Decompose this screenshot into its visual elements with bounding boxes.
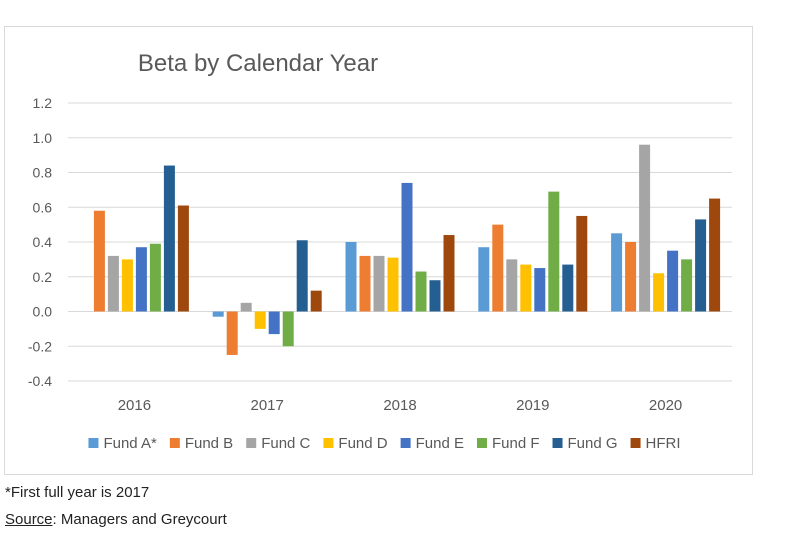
bars xyxy=(93,144,721,355)
legend-label: Fund E xyxy=(416,435,464,452)
bar-fund-e-2018 xyxy=(401,182,413,312)
bar-fund-e-2017 xyxy=(268,311,280,335)
source-text: : Managers and Greycourt xyxy=(52,511,227,528)
legend-swatch xyxy=(630,438,641,448)
bar-hfri-2018 xyxy=(443,235,455,312)
bar-fund-a-2017 xyxy=(212,311,224,317)
x-tick-label: 2019 xyxy=(516,397,549,414)
bar-fund-b-2020 xyxy=(625,242,637,312)
bar-hfri-2017 xyxy=(310,290,322,312)
legend-swatch xyxy=(476,438,487,448)
bar-fund-g-2019 xyxy=(562,264,574,312)
y-tick-label: 0.4 xyxy=(33,234,53,250)
y-tick-label: -0.4 xyxy=(28,373,52,389)
bar-fund-g-2016 xyxy=(163,165,175,312)
y-tick-label: 1.0 xyxy=(33,130,53,146)
bar-fund-c-2020 xyxy=(639,144,651,312)
x-tick-label: 2016 xyxy=(118,397,151,414)
legend-label: Fund G xyxy=(568,435,618,452)
bar-fund-f-2018 xyxy=(415,271,427,312)
bar-fund-b-2017 xyxy=(226,311,238,355)
bar-hfri-2016 xyxy=(177,205,189,312)
footnote-source: Source: Managers and Greycourt xyxy=(5,511,227,528)
legend-label: Fund F xyxy=(492,435,540,452)
bar-fund-e-2016 xyxy=(135,247,147,312)
chart-svg: Beta by Calendar Year 1.2 1.0 0.8 0.6 0.4 0.2… xyxy=(28,50,732,452)
legend-swatch xyxy=(552,438,563,448)
x-tick-label: 2017 xyxy=(251,397,284,414)
bar-fund-c-2017 xyxy=(240,302,252,312)
bar-fund-b-2018 xyxy=(359,255,371,312)
y-tick-label: 1.2 xyxy=(33,95,53,111)
x-tick-label: 2018 xyxy=(383,397,416,414)
y-tick-label: 0.0 xyxy=(33,304,53,320)
legend-label: Fund A* xyxy=(103,435,157,452)
bar-fund-a-2019 xyxy=(478,247,490,312)
bar-fund-a-2018 xyxy=(345,242,357,312)
bar-fund-g-2020 xyxy=(695,219,707,312)
legend-swatch xyxy=(169,438,180,448)
source-label: Source xyxy=(5,511,53,528)
legend-swatch xyxy=(246,438,257,448)
y-axis-ticks: 1.2 1.0 0.8 0.6 0.4 0.2 0.0 -0.2 -0.4 xyxy=(28,95,52,389)
bar-fund-b-2019 xyxy=(492,224,504,312)
bar-fund-b-2016 xyxy=(93,210,105,312)
legend-swatch xyxy=(323,438,334,448)
bar-fund-f-2020 xyxy=(681,259,693,312)
bar-fund-c-2016 xyxy=(107,255,119,312)
y-tick-label: -0.2 xyxy=(28,338,52,354)
bar-fund-g-2018 xyxy=(429,280,441,312)
x-tick-label: 2020 xyxy=(649,397,682,414)
bar-hfri-2020 xyxy=(709,198,721,312)
legend-swatch xyxy=(88,438,99,448)
legend-label: Fund D xyxy=(338,435,387,452)
bar-fund-c-2019 xyxy=(506,259,518,312)
bar-fund-f-2017 xyxy=(282,311,294,347)
y-tick-label: 0.8 xyxy=(33,165,53,181)
bar-fund-g-2017 xyxy=(296,240,308,312)
bar-fund-c-2018 xyxy=(373,255,385,312)
bar-fund-d-2019 xyxy=(520,264,532,312)
bar-hfri-2019 xyxy=(576,215,588,312)
bar-fund-d-2016 xyxy=(121,259,133,312)
bar-fund-f-2016 xyxy=(149,243,161,312)
y-tick-label: 0.6 xyxy=(33,199,53,215)
legend: Fund A* Fund B Fund C Fund D Fund E Fund F Fun… xyxy=(88,435,681,452)
chart-title: Beta by Calendar Year xyxy=(138,50,378,77)
chart-frame: Beta by Calendar Year 1.2 1.0 0.8 0.6 0.4 0.2… xyxy=(4,26,753,475)
x-axis-ticks: 2016 2017 2018 2019 2020 xyxy=(118,397,683,414)
legend-swatch xyxy=(400,438,411,448)
bar-fund-d-2020 xyxy=(653,273,665,312)
y-tick-label: 0.2 xyxy=(33,269,53,285)
legend-label: HFRI xyxy=(646,435,681,452)
bar-fund-e-2020 xyxy=(667,250,679,312)
bar-fund-a-2020 xyxy=(611,233,623,312)
bar-fund-f-2019 xyxy=(548,191,560,312)
legend-label: Fund B xyxy=(185,435,233,452)
bar-fund-d-2018 xyxy=(387,257,399,312)
bar-fund-e-2019 xyxy=(534,268,546,312)
footnote-first-full-year: *First full year is 2017 xyxy=(5,484,150,501)
bar-fund-d-2017 xyxy=(254,311,266,329)
legend-label: Fund C xyxy=(261,435,310,452)
